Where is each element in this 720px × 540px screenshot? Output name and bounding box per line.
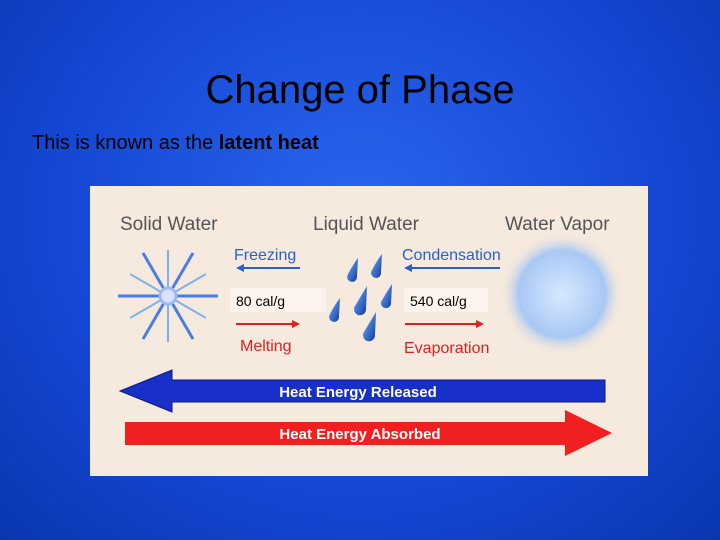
process-label: Evaporation	[404, 340, 489, 357]
subtitle: This is known as the latent heat	[32, 132, 319, 155]
processes: Freezing Condensation Melting Evaporatio…	[234, 247, 501, 357]
state-label: Liquid Water	[313, 214, 420, 235]
state-label: Solid Water	[120, 214, 218, 235]
subtitle-lead: This is known as the	[32, 132, 219, 154]
subtitle-emphasis: latent heat	[218, 132, 319, 154]
process-label: Freezing	[234, 247, 296, 264]
heat-value: 540 cal/g	[410, 293, 467, 309]
heat-box	[230, 288, 326, 312]
arrow-label: Heat Energy Released	[279, 384, 437, 401]
vapor	[500, 232, 624, 356]
released-arrow	[118, 369, 606, 413]
slide-title: Change of Phase	[205, 68, 515, 112]
phase-diagram: Solid Water Liquid Water Water Vapor Fre…	[90, 186, 648, 476]
heat-box	[404, 288, 488, 312]
state-labels: Solid Water Liquid Water Water Vapor	[120, 214, 610, 235]
small-arrows	[236, 264, 500, 328]
arrow-label: Heat Energy Absorbed	[279, 426, 440, 443]
snowflake	[118, 250, 218, 342]
process-label: Melting	[240, 338, 292, 355]
state-label: Water Vapor	[505, 214, 610, 235]
droplets	[329, 254, 392, 342]
heat-value: 80 cal/g	[236, 293, 285, 309]
absorbed-arrow	[125, 410, 612, 456]
process-label: Condensation	[402, 247, 501, 264]
